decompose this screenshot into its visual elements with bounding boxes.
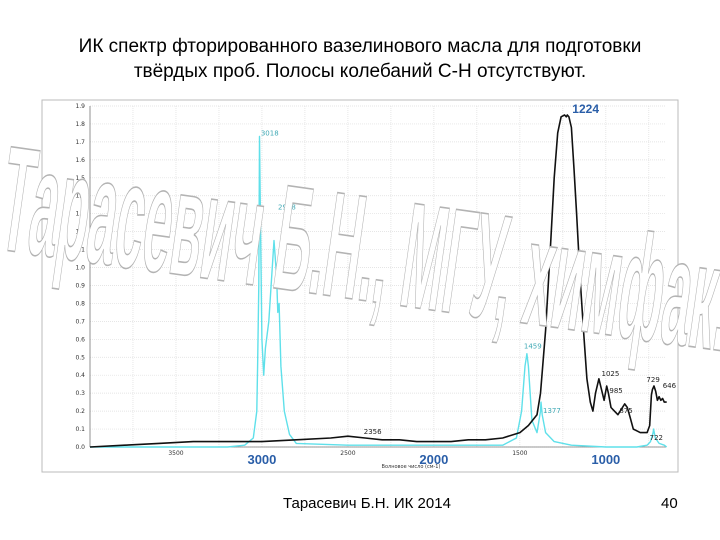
y-tick-label: 0.2: [75, 408, 85, 415]
peak-label: 1459: [524, 343, 542, 351]
y-tick-label: 0.3: [75, 390, 85, 397]
x-minor-tick-label: 3500: [168, 450, 183, 457]
y-tick-label: 0.9: [75, 282, 85, 289]
y-tick-label: 0.5: [75, 354, 85, 361]
y-tick-label: 0.7: [75, 318, 85, 325]
y-tick-label: 0.4: [75, 372, 85, 379]
series-layer: [89, 114, 668, 448]
y-tick-label: 1.0: [75, 265, 85, 272]
y-tick-label: 0.6: [75, 336, 85, 343]
y-tick-label: 1.6: [75, 157, 85, 164]
page-number: 40: [661, 495, 678, 512]
peak-label: 1377: [543, 407, 561, 415]
axis-layer: 0.0 0.1 0.2 0.3 0.4 0.5 0.6 0.7 0.8 0.9 1.0 1.1 1.2 1…: [75, 103, 666, 470]
y-tick-label: 0.8: [75, 300, 85, 307]
chart-frame-group: [41, 99, 679, 473]
series-line-1: [90, 135, 668, 448]
peak-label: 722: [650, 434, 663, 442]
chart-frame: [41, 99, 679, 473]
footer-author: Тарасевич Б.Н. ИК 2014: [283, 495, 451, 512]
x-axis-title: Волновое число (см-1): [382, 464, 441, 470]
grid-layer: [90, 105, 666, 448]
y-tick-label: 1.5: [75, 175, 85, 182]
x-minor-tick-label: 2500: [340, 450, 355, 457]
series-line-0: [89, 114, 667, 448]
peak-label: 2918: [278, 204, 296, 212]
y-tick-label: 1.4: [75, 193, 85, 200]
x-major-tick-label: 1000: [591, 452, 620, 467]
slide-title: ИК спектр фторированного вазелинового ма…: [78, 36, 642, 82]
peak-label: 875: [619, 407, 632, 415]
peak-label-layer: 3018 2918 1459 1377 2356 1224 1025 985 875 729 722…: [261, 102, 677, 442]
y-tick-label: 1.1: [75, 247, 85, 254]
y-tick-label: 1.2: [75, 229, 85, 236]
y-tick-label: 1.3: [75, 211, 85, 218]
x-minor-tick-label: 1500: [512, 450, 527, 457]
y-tick-label: 1.9: [75, 103, 85, 110]
peak-label: 3018: [261, 130, 279, 138]
peak-label: 729: [646, 376, 659, 384]
y-tick-label: 0.1: [75, 426, 85, 433]
y-tick-label: 1.7: [75, 139, 85, 146]
x-major-tick-label: 3000: [247, 452, 276, 467]
peak-label: 646: [663, 382, 677, 390]
peak-label: 1025: [602, 370, 620, 378]
x-major-tick-label: 2000: [419, 452, 448, 467]
y-tick-label: 0.0: [75, 444, 85, 451]
peak-label: 2356: [364, 428, 382, 436]
peak-label: 985: [609, 387, 622, 395]
y-tick-label: 1.8: [75, 121, 85, 128]
peak-label: 1224: [572, 102, 599, 116]
